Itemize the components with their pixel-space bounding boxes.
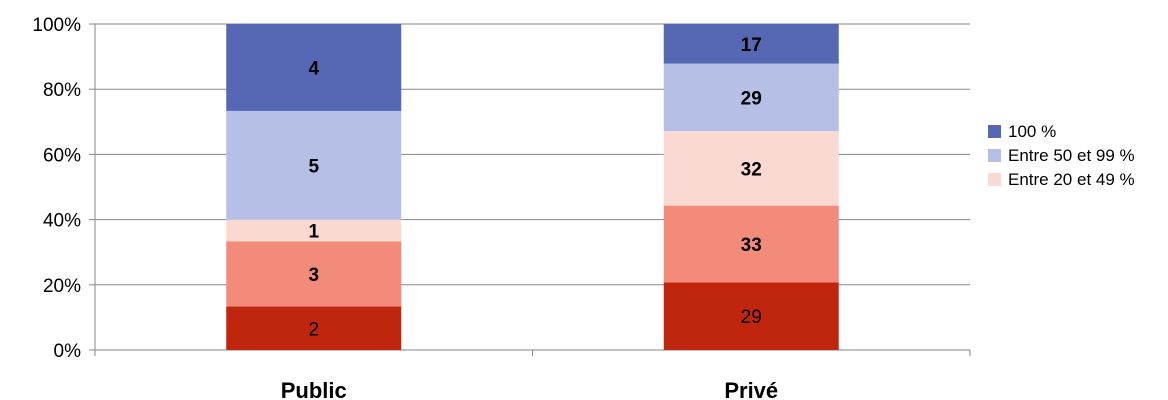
bar-segment [663,131,839,206]
bar-segment [663,24,839,64]
bars [226,24,839,350]
y-tick-label: 0% [54,341,82,362]
legend-label: Entre 50 et 99 % [1008,146,1135,165]
bar-value-label: 3 [308,265,319,286]
legend-label: 100 % [1008,122,1056,141]
bar-value-label: 29 [741,307,762,328]
y-tick-label: 80% [43,80,81,101]
bar-value-label: 5 [308,156,319,177]
legend-swatch [988,173,1001,186]
bar-value-label: 1 [308,221,319,242]
x-category-label: Public [281,378,347,400]
legend-swatch [988,125,1001,138]
x-category-label: Privé [724,378,778,400]
bar-value-label: 29 [741,88,762,109]
legend: 100 % Entre 50 et 99 % Entre 20 et 49 % [988,122,1135,189]
bar-value-label: 32 [741,159,762,180]
y-tick-label: 100% [32,15,81,36]
y-tick-label: 20% [43,276,81,297]
bar-segment [226,24,402,111]
bar-segment [226,219,402,242]
bar-segment [663,63,839,132]
bar-value-label: 17 [741,35,762,56]
bar-segment [226,110,402,220]
bar-value-label: 33 [741,235,762,256]
bar-segment [663,205,839,283]
bar-segment [226,306,402,350]
data-labels: 2 3 1 5 4 29 33 32 29 17 [308,35,761,340]
bar-segment [226,241,402,307]
legend-label: Entre 20 et 49 % [1008,170,1135,189]
y-tick-label: 60% [43,145,81,166]
bar-segment [663,282,839,350]
legend-swatch [988,149,1001,162]
y-tick-label: 40% [43,211,81,232]
bar-value-label: 4 [308,58,319,79]
bar-value-label: 2 [308,319,319,340]
